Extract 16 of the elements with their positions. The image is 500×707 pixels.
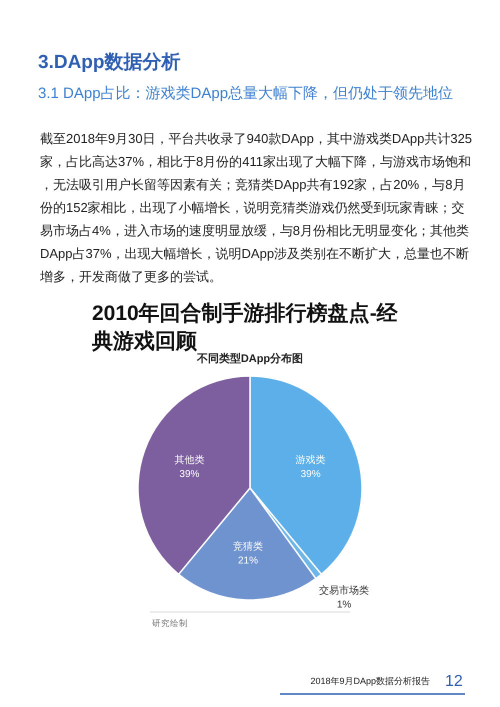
text: 截至2018年9月30日，平台共收录了940款DApp，其中游戏类DApp共计325家，占比高达37%，相比于8月份的411家出现了大幅下降，与游戏市场饱和，无法吸引用户长留等因素有关；竞猜类DApp共有192家，占20%，与8月份的152家相比，出现了小幅增长，说明竞猜类游戏仍然受到玩家青睐；交易市场占4%，进入市场的速度明显放缓，与8月份相比无明显变化；其他类DApp占37%，出现大幅增长，说明DApp涉及类别在不断扩大，总量也不断增多，开发商做了更多的尝试。 (39, 131, 472, 284)
data-label: 21% (238, 555, 258, 566)
chart-title: 3.DApp数据分析 (38, 52, 180, 73)
data-label: 1% (336, 599, 352, 610)
data-label: 39% (179, 469, 200, 480)
slice-label: 竞猜类 (232, 540, 263, 552)
text: 不同类型DApp分布图 (196, 352, 304, 365)
data-label: 39% (300, 469, 321, 480)
slice-label: 其他类 (174, 454, 204, 466)
text: 12 (445, 673, 463, 690)
slice-label: 游戏类 (296, 454, 326, 466)
slice-label: 交易市场类 (319, 584, 370, 596)
text: 研究绘制 (152, 618, 188, 628)
text: 2018年9月DApp数据分析报告 (310, 676, 430, 686)
text: 2010年回合制手游排行榜盘点-经典游戏回顾 (91, 301, 399, 353)
chart-subtitle: 3.1 DApp占比：游戏类DApp总量大幅下降，但仍处于领先地位 (38, 85, 454, 102)
